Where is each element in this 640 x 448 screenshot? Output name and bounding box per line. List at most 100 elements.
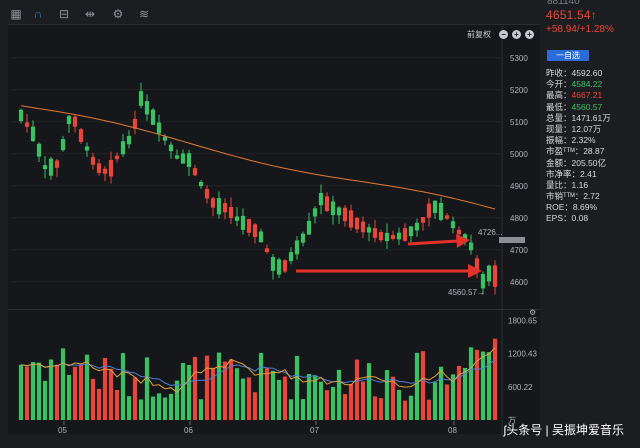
candle-body xyxy=(174,155,180,159)
volume-bar xyxy=(36,362,42,420)
candle-body xyxy=(396,232,402,240)
candle-body xyxy=(132,119,138,129)
stat-value: 205.50亿 xyxy=(571,157,607,168)
volume-bar xyxy=(408,395,414,420)
zoom-in-button[interactable]: + xyxy=(512,29,521,39)
add-indicator-button[interactable]: + xyxy=(525,29,534,39)
volume-bar xyxy=(120,353,126,420)
candle-body xyxy=(276,259,282,275)
stat-row: 振幅：2.32% xyxy=(546,135,638,146)
volume-settings-icon: ⚙ xyxy=(529,308,536,317)
candle-body xyxy=(234,216,240,221)
volume-bar xyxy=(228,359,234,420)
stat-row: 市盈ᵀᵀᴹ：28.87 xyxy=(546,146,638,157)
volume-bar xyxy=(348,383,354,420)
pane-divider xyxy=(8,309,540,310)
stock-code: 881140 xyxy=(547,0,580,7)
volume-bar xyxy=(114,389,120,420)
trash-icon[interactable]: ⊟ xyxy=(58,7,70,21)
volume-bar xyxy=(324,390,330,420)
stat-value: 0.08 xyxy=(571,213,589,224)
stat-row: 现量：12.07万 xyxy=(546,124,638,135)
volume-bar xyxy=(480,351,486,420)
month-label: 07 xyxy=(310,426,319,435)
volume-bar xyxy=(264,367,270,420)
candle-body xyxy=(48,158,54,176)
candle-body xyxy=(318,192,324,206)
stat-label: 金额： xyxy=(546,157,572,168)
stat-label: 市销ᵀᵀᴹ： xyxy=(546,191,584,202)
candle-body xyxy=(402,228,408,241)
layers-icon[interactable]: ≋ xyxy=(138,7,150,21)
grid-icon[interactable]: ▦ xyxy=(10,7,22,21)
magnet-icon[interactable]: ∩ xyxy=(33,7,43,21)
stat-row: EPS：0.08 xyxy=(546,213,638,224)
candle-body xyxy=(492,265,498,287)
volume-ma-line xyxy=(20,359,496,387)
gear-icon[interactable]: ⚙ xyxy=(112,7,124,21)
volume-bar xyxy=(126,396,132,420)
last-price: 4651.54↑ xyxy=(546,8,597,22)
volume-bar xyxy=(90,378,96,420)
volume-bar xyxy=(396,389,402,420)
current-price-label: 4726... xyxy=(478,228,502,237)
candle-body xyxy=(198,181,204,187)
candle-body xyxy=(84,146,90,151)
volume-bar xyxy=(414,352,420,420)
move-icon[interactable]: ⇹ xyxy=(84,7,96,21)
volume-bar xyxy=(72,366,78,420)
chart-controls: 前复权 − + + xyxy=(467,27,534,41)
candle-body xyxy=(240,215,246,230)
stat-label: 今开： xyxy=(546,79,572,90)
stat-value: 4584.22 xyxy=(571,79,603,90)
price-tick-label: 4900 xyxy=(510,182,528,191)
candle-body xyxy=(312,208,318,217)
candle-body xyxy=(42,165,48,170)
volume-bar xyxy=(54,364,60,420)
volume-bar xyxy=(186,364,192,420)
volume-bar xyxy=(132,377,138,420)
candle-body xyxy=(18,109,24,122)
price-change: +58.94/+1.28% xyxy=(546,24,614,35)
candle-body xyxy=(102,168,108,174)
ma-line xyxy=(20,105,496,210)
annotation-arrowhead xyxy=(468,264,482,278)
candle-body xyxy=(294,240,300,255)
candle-body xyxy=(480,273,486,289)
stat-label: 市净率： xyxy=(546,168,581,179)
volume-bar xyxy=(318,381,324,420)
stat-row: 今开：4584.22 xyxy=(546,79,638,90)
stat-value: 4592.60 xyxy=(571,68,603,78)
volume-bar xyxy=(354,359,360,420)
candle-body xyxy=(384,232,390,242)
stat-label: ROE： xyxy=(546,202,573,213)
volume-bar xyxy=(78,364,84,420)
stat-value: 4667.21 xyxy=(571,90,603,101)
candlestick-chart[interactable]: 5300 5200 5100 5000 4900 4800 4700 4600 1800.65 1… xyxy=(8,25,540,435)
candle-body xyxy=(324,196,330,212)
adjust-mode-label[interactable]: 前复权 xyxy=(467,29,491,39)
volume-bar xyxy=(204,355,210,420)
volume-bar xyxy=(144,357,150,420)
volume-bar xyxy=(276,379,282,420)
zoom-out-button[interactable]: − xyxy=(499,29,508,39)
volume-bar xyxy=(294,355,300,420)
price-tick-label: 5000 xyxy=(510,150,528,159)
candle-body xyxy=(474,258,480,272)
stat-row: 最高：4667.21 xyxy=(546,90,638,101)
candle-body xyxy=(54,160,60,168)
stat-value: 2.32% xyxy=(571,135,596,146)
candle-body xyxy=(60,139,66,151)
candle-body xyxy=(450,221,456,229)
month-label: 06 xyxy=(184,426,193,435)
candle-body xyxy=(78,129,84,142)
stat-label: 量比： xyxy=(546,179,572,190)
add-watchlist-button[interactable]: 一自选 xyxy=(547,50,589,61)
candle-body xyxy=(354,217,360,230)
candle-body xyxy=(24,122,30,127)
stat-value: 28.87 xyxy=(583,146,605,157)
volume-bar xyxy=(438,366,444,420)
volume-bar xyxy=(24,366,30,420)
volume-bar xyxy=(48,359,54,420)
